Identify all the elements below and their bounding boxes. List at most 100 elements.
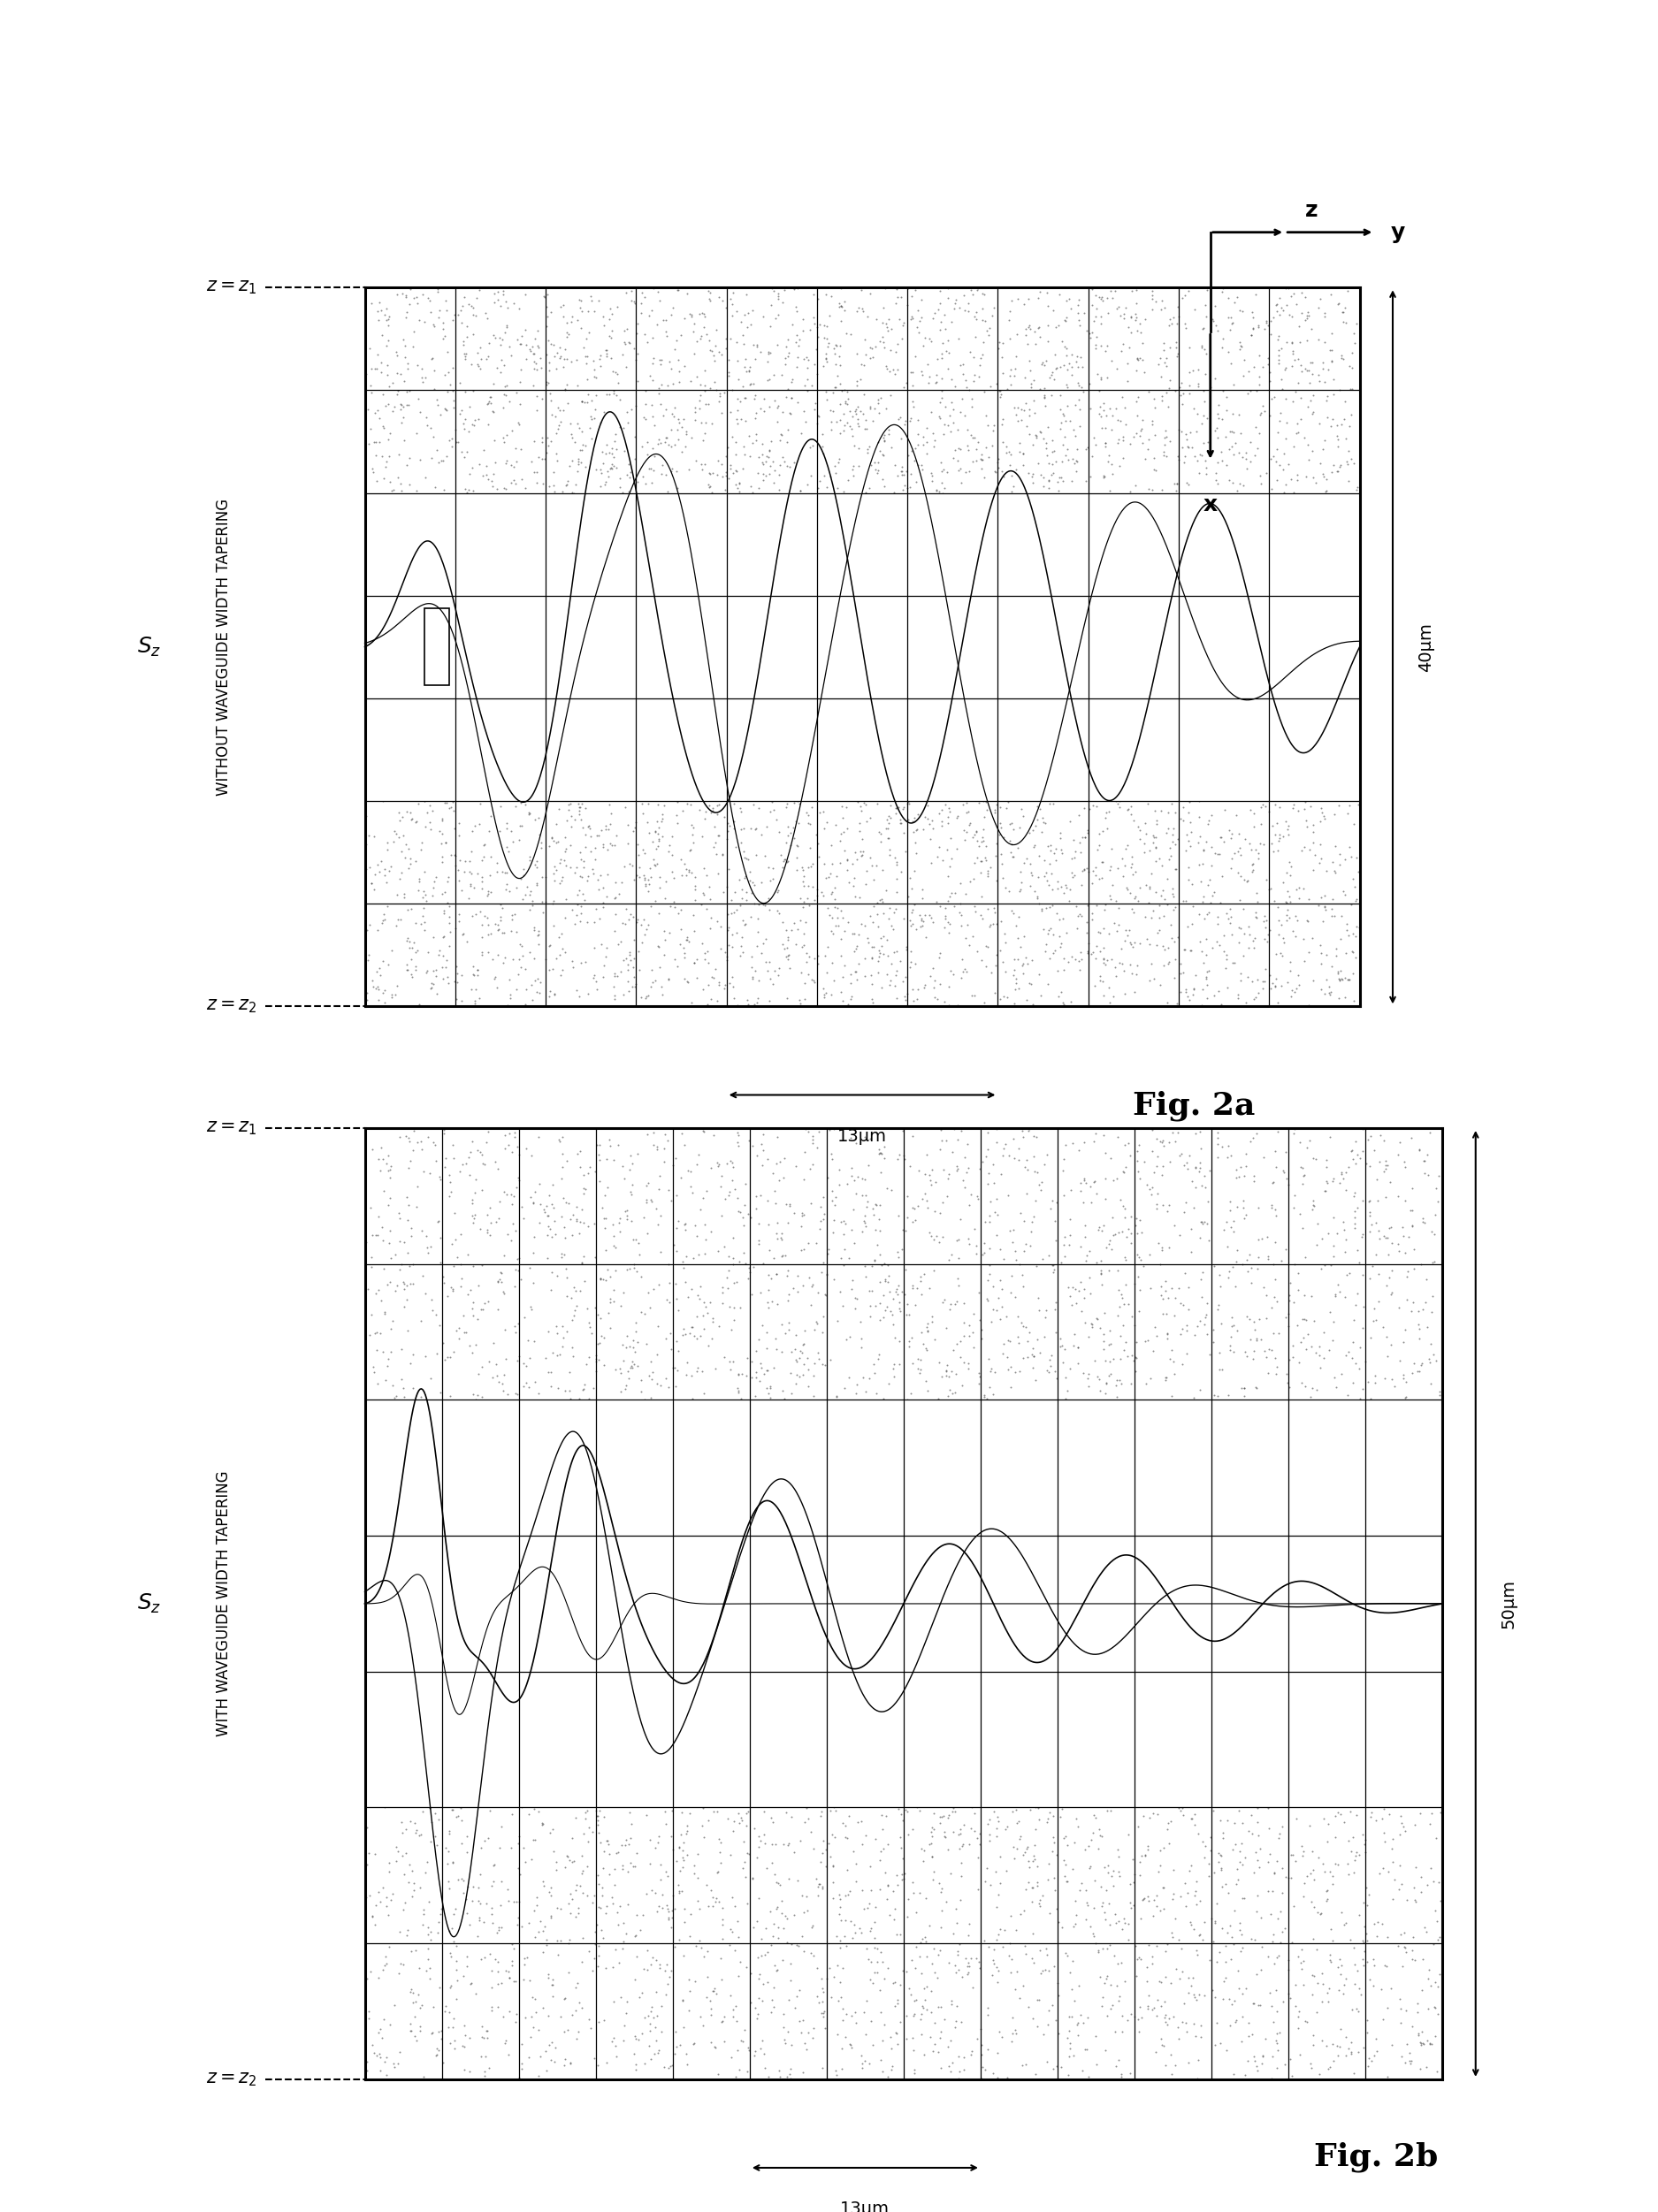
Point <box>615 1546 642 1582</box>
Point <box>688 405 715 440</box>
Point <box>615 973 642 1009</box>
Point <box>1079 865 1106 900</box>
Point <box>688 378 715 414</box>
Point <box>385 460 411 495</box>
Point <box>531 1641 557 1677</box>
Point <box>569 383 595 418</box>
Point <box>1303 774 1330 810</box>
Point <box>1255 347 1282 383</box>
Point <box>424 272 451 307</box>
Point <box>861 1905 887 1940</box>
Point <box>630 796 657 832</box>
Point <box>778 1420 804 1455</box>
Point <box>1109 418 1136 453</box>
Point <box>1311 1482 1338 1517</box>
Point <box>1361 1710 1388 1745</box>
Point <box>1088 1889 1114 1924</box>
Point <box>776 1186 802 1221</box>
Point <box>643 1893 670 1929</box>
Point <box>832 1929 859 1964</box>
Point <box>1240 299 1267 334</box>
Point <box>836 1652 862 1688</box>
Point <box>537 1369 564 1405</box>
Point <box>1328 898 1355 933</box>
Point <box>439 783 466 818</box>
Point <box>1117 1199 1144 1234</box>
Point <box>471 838 497 874</box>
Point <box>414 1237 441 1272</box>
Point <box>1224 1867 1250 1902</box>
Point <box>1106 1978 1132 2013</box>
Point <box>1129 1248 1156 1283</box>
Point <box>1113 1239 1139 1274</box>
Point <box>481 1942 507 1978</box>
Point <box>600 1141 627 1177</box>
Point <box>1008 2048 1035 2084</box>
Point <box>1162 2048 1189 2084</box>
Point <box>884 2026 910 2062</box>
Point <box>905 752 932 787</box>
Point <box>580 960 607 995</box>
Point <box>1083 327 1109 363</box>
Point <box>1117 301 1144 336</box>
Point <box>778 1962 804 1997</box>
Point <box>851 1579 877 1615</box>
Point <box>970 303 996 338</box>
Point <box>715 814 741 849</box>
Point <box>703 787 730 823</box>
Point <box>469 843 496 878</box>
Point <box>1020 1349 1046 1385</box>
Point <box>977 1770 1003 1805</box>
Point <box>519 1265 545 1301</box>
Point <box>977 909 1003 945</box>
Point <box>718 666 744 701</box>
Point <box>1381 1863 1408 1898</box>
Point <box>383 1378 410 1413</box>
Point <box>623 389 650 425</box>
Point <box>972 276 998 312</box>
Point <box>1028 1524 1054 1559</box>
Point <box>1409 1292 1436 1327</box>
Point <box>927 1133 953 1168</box>
Point <box>1320 845 1346 880</box>
Point <box>1285 1442 1311 1478</box>
Point <box>517 1714 544 1750</box>
Point <box>1046 307 1073 343</box>
Point <box>1393 1380 1419 1416</box>
Point <box>1416 1345 1442 1380</box>
Point <box>1109 947 1136 982</box>
Point <box>935 323 962 358</box>
Point <box>1035 916 1061 951</box>
Point <box>749 299 776 334</box>
Point <box>1331 385 1358 420</box>
Point <box>952 1285 978 1321</box>
Point <box>749 575 776 611</box>
Point <box>831 947 857 982</box>
Point <box>1180 1807 1207 1843</box>
Point <box>829 374 856 409</box>
Point <box>1018 365 1045 400</box>
Point <box>466 785 492 821</box>
Point <box>421 520 448 555</box>
Point <box>625 509 652 544</box>
Point <box>1109 2013 1136 2048</box>
Point <box>925 1345 952 1380</box>
Point <box>1156 748 1182 783</box>
Point <box>376 1745 403 1781</box>
Point <box>1088 1243 1114 1279</box>
Point <box>542 1498 569 1533</box>
Point <box>1050 1909 1076 1944</box>
Point <box>423 975 449 1011</box>
Point <box>763 1321 789 1356</box>
Point <box>532 1909 559 1944</box>
Point <box>884 860 910 896</box>
Point <box>726 1599 753 1635</box>
Point <box>1117 927 1144 962</box>
Point <box>501 449 527 484</box>
Point <box>686 672 713 708</box>
Point <box>1129 723 1156 759</box>
Point <box>1139 1940 1166 1975</box>
Point <box>814 345 841 380</box>
Point <box>1351 1834 1378 1869</box>
Point <box>612 891 638 927</box>
